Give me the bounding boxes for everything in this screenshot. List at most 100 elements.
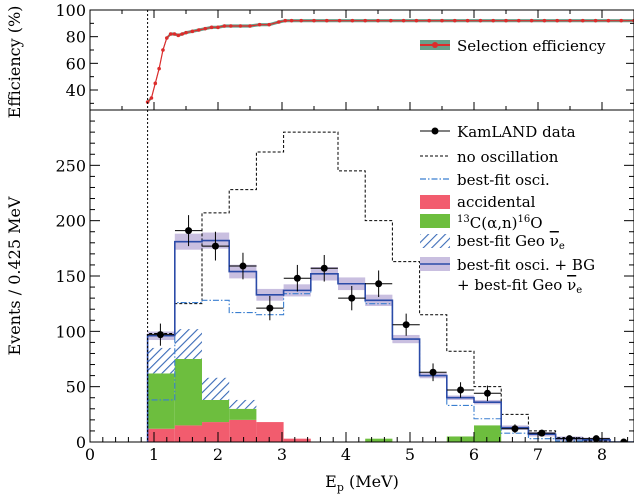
c13-bar: [474, 425, 502, 442]
geo-bar: [229, 399, 257, 409]
best-fit-osci-line: [147, 273, 634, 442]
top-y-tick-label: 60: [66, 54, 86, 73]
x-tick-label: 3: [277, 445, 287, 464]
data-point: [457, 386, 465, 394]
data-point: [483, 389, 491, 397]
geo-bar: [147, 347, 175, 374]
top-y-tick-label: 40: [66, 81, 86, 100]
x-tick-label: 1: [149, 445, 159, 464]
efficiency-point: [176, 33, 181, 38]
accidental-bar: [174, 425, 202, 442]
efficiency-point: [453, 18, 457, 23]
efficiency-point: [389, 18, 393, 23]
y-tick-label: 0: [76, 433, 86, 452]
accidental-bar: [202, 422, 230, 442]
legend-label-efficiency: Selection efficiency: [457, 37, 606, 55]
efficiency-point: [337, 18, 342, 23]
c13-bar: [365, 438, 393, 442]
efficiency-point: [478, 18, 483, 23]
y-tick-label: 250: [55, 156, 86, 175]
accidental-bar: [229, 419, 257, 442]
efficiency-point: [606, 18, 611, 23]
data-point: [293, 274, 301, 282]
legend-swatch-geo: [420, 234, 450, 248]
x-tick-label: 7: [533, 445, 543, 464]
data-point: [592, 435, 600, 442]
no-oscillation-line: [147, 131, 634, 442]
efficiency-point: [283, 18, 288, 23]
efficiency-point: [414, 18, 419, 23]
top-y-tick-label: 100: [55, 1, 86, 20]
efficiency-point: [299, 18, 304, 23]
legend-label-no-oscillation: no oscillation: [457, 148, 559, 166]
top-y-axis-title: Efficiency (%): [5, 6, 24, 119]
efficiency-point: [267, 22, 272, 27]
legend-label-total-2: + best-fit Geo νe: [457, 276, 582, 296]
top-y-tick-label: 80: [66, 28, 86, 47]
top-plot-frame: [89, 9, 634, 111]
y-tick-label: 150: [55, 267, 86, 286]
efficiency-point: [216, 25, 220, 30]
efficiency-point: [542, 18, 547, 23]
efficiency-point: [401, 18, 406, 23]
efficiency-point: [257, 22, 262, 27]
efficiency-point: [168, 32, 173, 36]
legend-label-geo: best-fit Geo νe: [457, 232, 565, 252]
efficiency-point: [517, 18, 521, 23]
c13-bar: [229, 408, 257, 420]
data-point: [239, 262, 247, 270]
efficiency-point: [593, 18, 598, 23]
data-point: [429, 368, 437, 376]
legend-label-total-1: best-fit osci. + BG: [457, 256, 595, 274]
efficiency-panel: 40 60 80 100 Efficiency (%) Selection effic…: [5, 1, 634, 118]
efficiency-point: [465, 18, 470, 23]
legend-label-best-fit-osci: best-fit osci.: [457, 171, 550, 189]
data-point: [185, 227, 193, 235]
efficiency-point: [222, 24, 227, 28]
x-axis-title: Ep (MeV): [325, 472, 399, 494]
efficiency-point: [289, 18, 294, 23]
data-point: [348, 294, 356, 302]
efficiency-point: [312, 18, 316, 23]
bottom-y-axis-title: Events / 0.425 MeV: [5, 196, 24, 355]
legend-swatch-c13: [420, 214, 450, 228]
efficiency-point: [149, 96, 154, 100]
legend-label-data: KamLAND data: [457, 123, 576, 141]
x-tick-label: 8: [597, 445, 607, 464]
data-point: [266, 304, 274, 312]
legend-label-accidental: accidental: [457, 193, 536, 211]
x-tick-label: 6: [469, 445, 479, 464]
efficiency-series: [145, 10, 634, 110]
efficiency-point: [491, 18, 496, 23]
x-tick-label: 0: [85, 445, 95, 464]
efficiency-point: [161, 48, 165, 52]
efficiency-point: [504, 18, 508, 23]
accidental-bar: [256, 422, 284, 442]
data-point: [375, 280, 383, 288]
data-point: [402, 321, 410, 329]
efficiency-point: [248, 24, 252, 28]
x-tick-label: 2: [213, 445, 223, 464]
data-point: [511, 425, 519, 433]
efficiency-point: [325, 18, 329, 23]
y-tick-label: 100: [55, 322, 86, 341]
stacked-background-fills: [147, 329, 502, 442]
c13-bar: [202, 399, 230, 423]
efficiency-point: [190, 29, 195, 34]
x-tick-label: 4: [341, 445, 351, 464]
legend-swatch-accidental: [420, 195, 450, 209]
efficiency-point: [203, 26, 207, 31]
c13-bar: [174, 359, 202, 426]
data-point: [211, 242, 219, 250]
data-point: [538, 429, 546, 437]
efficiency-point: [197, 28, 201, 32]
events-plot-area: [146, 110, 634, 442]
efficiency-point: [363, 18, 368, 23]
efficiency-point: [277, 20, 281, 24]
geo-bar: [202, 377, 230, 400]
efficiency-uncertainty-band: [147, 19, 634, 104]
best-fit-total-line: [146, 239, 634, 442]
legend-label-c13: 13C(α,n)16O: [457, 214, 543, 232]
efficiency-point: [238, 24, 243, 28]
efficiency-point: [427, 18, 432, 23]
